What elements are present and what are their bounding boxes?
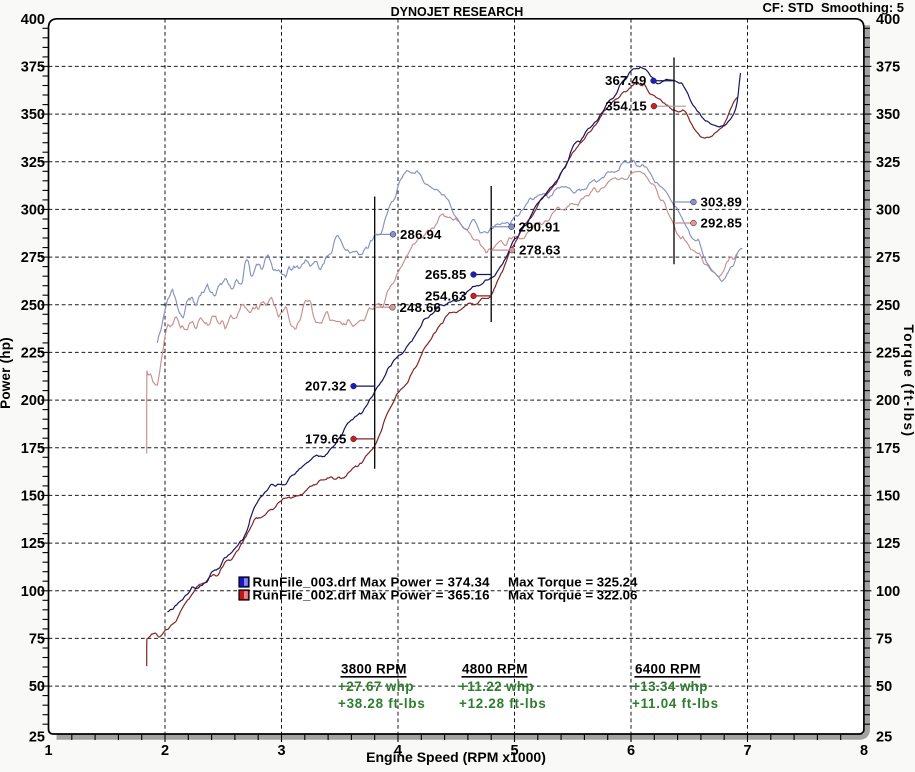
svg-text:275: 275	[21, 250, 45, 266]
svg-text:8: 8	[860, 743, 868, 759]
svg-text:4: 4	[394, 743, 402, 759]
svg-text:Torque (ft-lbs): Torque (ft-lbs)	[901, 325, 915, 438]
svg-text:325: 325	[876, 155, 900, 171]
svg-text:100: 100	[876, 584, 900, 600]
svg-text:RunFile_003.drf Max Power = 37: RunFile_003.drf Max Power = 374.34	[253, 575, 491, 590]
svg-text:25: 25	[876, 729, 892, 745]
svg-text:250: 250	[876, 298, 900, 314]
svg-text:350: 350	[876, 107, 900, 123]
svg-text:375: 375	[21, 59, 45, 75]
svg-text:300: 300	[876, 202, 900, 218]
svg-text:1: 1	[44, 743, 52, 759]
svg-text:+11.04 ft-lbs: +11.04 ft-lbs	[632, 696, 719, 711]
svg-text:4800 RPM: 4800 RPM	[462, 662, 528, 677]
svg-text:6400 RPM: 6400 RPM	[635, 662, 701, 677]
svg-text:300: 300	[21, 202, 45, 218]
svg-text:375: 375	[876, 59, 900, 75]
svg-text:Engine Speed (RPM x1000): Engine Speed (RPM x1000)	[366, 749, 546, 765]
svg-text:225: 225	[21, 345, 45, 361]
svg-text:350: 350	[21, 107, 45, 123]
svg-text:400: 400	[21, 12, 45, 28]
svg-text:+38.28 ft-lbs: +38.28 ft-lbs	[338, 696, 426, 711]
svg-text:278.63: 278.63	[519, 243, 561, 258]
svg-text:179.65: 179.65	[305, 431, 347, 446]
svg-text:75: 75	[29, 631, 45, 647]
svg-text:325: 325	[21, 155, 45, 171]
svg-text:150: 150	[876, 488, 900, 504]
svg-text:207.32: 207.32	[305, 379, 347, 394]
svg-text:400: 400	[876, 12, 900, 28]
svg-text:2: 2	[161, 743, 169, 759]
svg-text:50: 50	[876, 679, 892, 695]
svg-text:125: 125	[876, 536, 900, 552]
svg-text:250: 250	[21, 298, 45, 314]
svg-text:RunFile_002.drf Max Power = 36: RunFile_002.drf Max Power = 365.16	[253, 588, 490, 603]
svg-text:354.15: 354.15	[605, 99, 647, 114]
svg-text:3800 RPM: 3800 RPM	[341, 662, 407, 677]
svg-text:292.85: 292.85	[701, 216, 743, 231]
svg-text:290.91: 290.91	[519, 219, 561, 234]
svg-text:CF: STD Smoothing: 5: CF: STD Smoothing: 5	[762, 0, 904, 15]
svg-text:+11.22 whp: +11.22 whp	[459, 679, 534, 694]
svg-text:100: 100	[21, 584, 45, 600]
svg-text:DYNOJET RESEARCH: DYNOJET RESEARCH	[391, 5, 524, 19]
svg-text:275: 275	[876, 250, 900, 266]
svg-text:Power (hp): Power (hp)	[0, 337, 13, 409]
svg-text:175: 175	[21, 441, 45, 457]
svg-text:3: 3	[277, 743, 285, 759]
svg-text:Max Torque = 325.24: Max Torque = 325.24	[508, 575, 638, 590]
svg-text:367.49: 367.49	[605, 73, 647, 88]
svg-text:+12.28 ft-lbs: +12.28 ft-lbs	[459, 696, 547, 711]
svg-text:254.63: 254.63	[425, 288, 467, 303]
svg-text:248.66: 248.66	[400, 300, 442, 315]
svg-text:303.89: 303.89	[701, 195, 743, 210]
svg-text:286.94: 286.94	[400, 227, 442, 242]
svg-text:75: 75	[876, 631, 892, 647]
svg-text:25: 25	[29, 729, 45, 745]
svg-text:6: 6	[627, 743, 635, 759]
svg-text:+13.34 whp: +13.34 whp	[632, 679, 708, 694]
svg-text:7: 7	[743, 743, 751, 759]
svg-text:5: 5	[510, 743, 518, 759]
svg-text:50: 50	[29, 679, 45, 695]
svg-text:200: 200	[876, 393, 900, 409]
svg-text:150: 150	[21, 488, 45, 504]
svg-text:175: 175	[876, 441, 900, 457]
svg-text:200: 200	[21, 393, 45, 409]
svg-text:225: 225	[876, 345, 900, 361]
svg-text:125: 125	[21, 536, 45, 552]
svg-text:+27.67 whp: +27.67 whp	[338, 679, 414, 694]
svg-text:Max Torque = 322.06: Max Torque = 322.06	[508, 588, 637, 603]
svg-text:265.85: 265.85	[425, 267, 467, 282]
